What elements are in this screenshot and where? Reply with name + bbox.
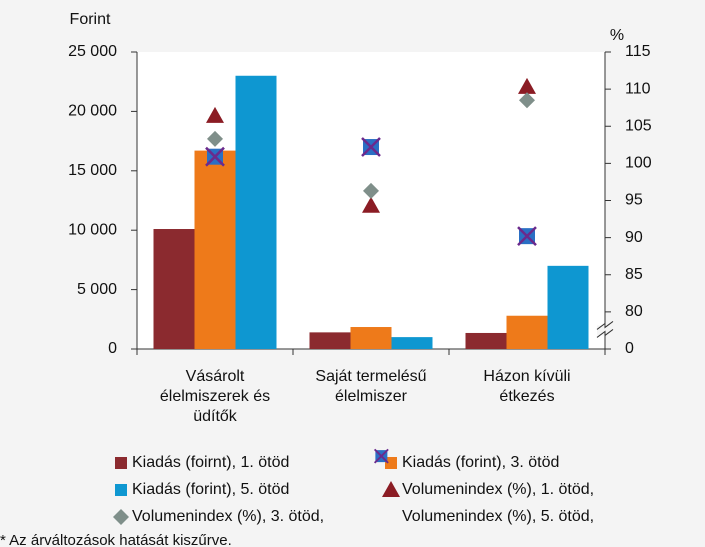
y-tick-label: 0 — [108, 340, 117, 357]
legend-swatch — [385, 457, 397, 469]
legend-label: Volumenindex (%), 1. ötöd, — [402, 481, 594, 498]
marker-x — [361, 137, 381, 157]
y2-tick-label: 80 — [625, 303, 643, 320]
axis-break — [596, 321, 614, 338]
bar — [547, 265, 589, 349]
marker — [519, 92, 535, 109]
x-tick-label: Vásárolt — [186, 368, 245, 385]
y2-tick-label: 110 — [625, 80, 651, 97]
x-tick-label: élelmiszer — [335, 388, 408, 405]
marker — [362, 196, 380, 213]
bar — [465, 332, 507, 349]
y2-tick-label: 90 — [625, 229, 643, 246]
marker — [518, 77, 536, 94]
bar — [309, 332, 351, 349]
x-tick-label: Saját termelésű — [315, 368, 426, 385]
y2-axis-title: % — [610, 27, 624, 44]
legend-marker — [382, 481, 400, 497]
legend-label: Kiadás (forint), 3. ötöd — [402, 454, 559, 471]
marker — [361, 137, 381, 157]
y2-tick-label: 115 — [625, 43, 651, 60]
legend-label: Kiadás (foirnt), 1. ötöd — [132, 454, 289, 471]
y2-tick-label: 105 — [625, 117, 652, 134]
legend-label: Volumenindex (%), 3. ötöd, — [132, 508, 324, 525]
marker — [205, 146, 225, 167]
y2-tick-label: 95 — [625, 192, 643, 209]
bar — [235, 75, 277, 349]
bar — [153, 229, 195, 349]
marker-x — [205, 146, 225, 167]
y-tick-label: 20 000 — [68, 103, 117, 120]
bar — [391, 337, 433, 349]
marker-x — [373, 448, 389, 464]
marker-x — [517, 226, 537, 247]
legend-swatch — [115, 484, 127, 496]
y-tick-label: 25 000 — [68, 43, 117, 60]
marker — [206, 106, 224, 123]
marker — [517, 226, 537, 247]
x-tick-label: élelmiszerek és — [160, 388, 270, 405]
y2-tick-label: 0 — [625, 340, 634, 357]
bar — [350, 327, 392, 349]
bar — [194, 150, 236, 349]
legend-marker — [373, 448, 389, 464]
marker — [207, 130, 223, 147]
legend-label: Volumenindex (%), 5. ötöd, — [402, 508, 594, 525]
bar — [506, 315, 548, 349]
y2-tick-label: 100 — [625, 155, 652, 172]
axis-break-gap — [597, 325, 613, 336]
legend-swatch — [115, 457, 127, 469]
y-tick-label: 10 000 — [68, 221, 117, 238]
legend-label: Kiadás (forint), 5. ötöd — [132, 481, 289, 498]
x-tick-label: üdítők — [193, 408, 238, 425]
y-tick-label: 5 000 — [77, 281, 117, 298]
x-tick-label: Házon kívüli — [483, 368, 570, 385]
footnote: * Az árváltozások hatását kiszűrve. — [0, 532, 232, 547]
legend-marker — [113, 509, 129, 525]
y-tick-label: 15 000 — [68, 162, 117, 179]
marker — [363, 182, 379, 199]
y2-tick-label: 85 — [625, 266, 643, 283]
x-tick-label: étkezés — [499, 388, 554, 405]
y-axis-title: Forint — [70, 11, 111, 28]
